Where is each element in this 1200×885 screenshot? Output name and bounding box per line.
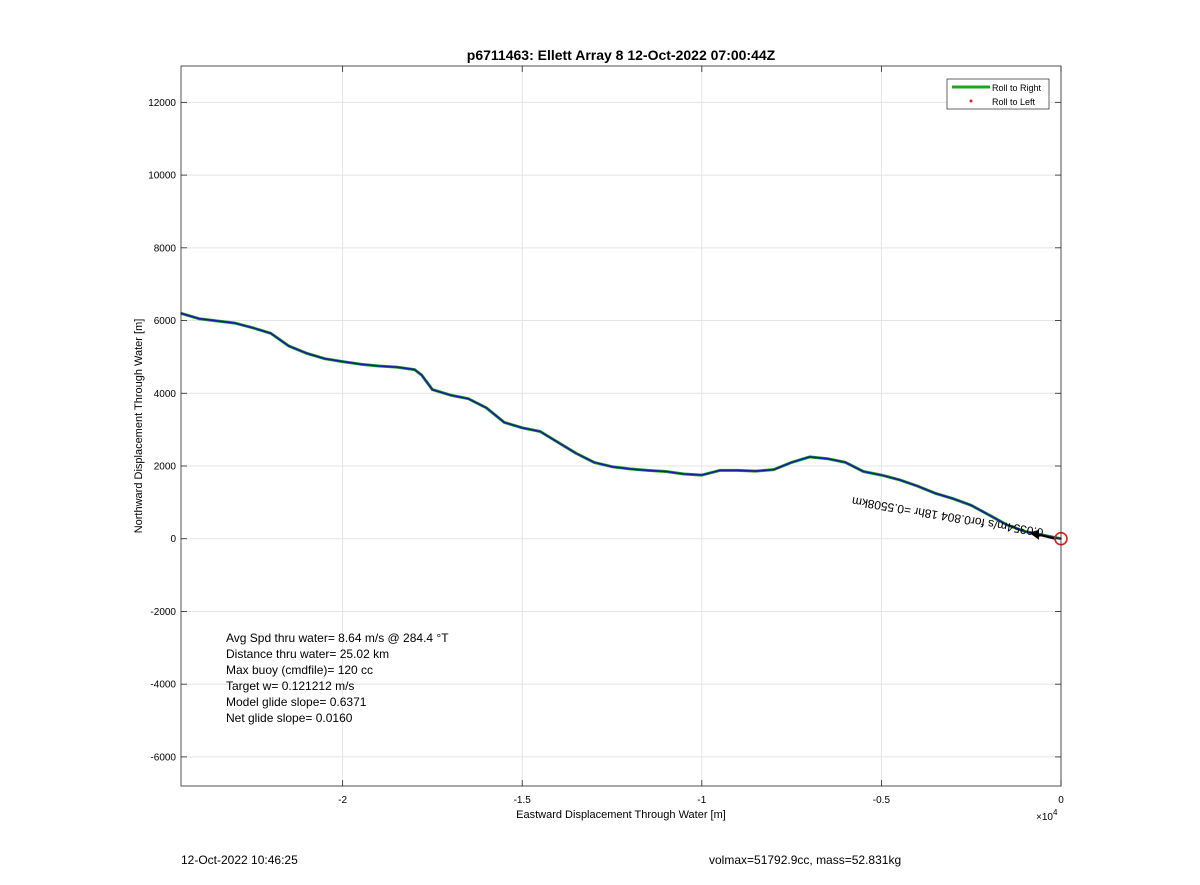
- x-tick-label: 0: [1058, 795, 1064, 806]
- y-tick-label: 10000: [148, 171, 176, 182]
- y-tick-label: -4000: [150, 680, 176, 691]
- plot-frame: [180, 65, 1062, 787]
- y-tick-label: 6000: [154, 316, 177, 327]
- y-tick-label: -2000: [150, 607, 176, 618]
- stats-line: Net glide slope= 0.0160: [226, 711, 353, 725]
- y-tick-label: 12000: [148, 98, 176, 109]
- legend-marker-roll-left: [969, 99, 973, 103]
- x-tick-label: -2: [338, 795, 347, 806]
- stats-line: Avg Spd thru water= 8.64 m/s @ 284.4 °T: [226, 631, 449, 645]
- stats-line: Target w= 0.121212 m/s: [226, 679, 354, 693]
- drift-arrow-head: [1029, 529, 1039, 540]
- y-tick-label: 0: [170, 534, 176, 545]
- x-axis-exponent-power: 4: [1053, 808, 1058, 817]
- plot-area: [181, 66, 1061, 786]
- stats-line: Max buoy (cmdfile)= 120 cc: [226, 663, 373, 677]
- y-tick-label: 4000: [154, 389, 177, 400]
- x-tick-label: -0.5: [873, 795, 891, 806]
- drift-arrow-shaft: [1038, 533, 1056, 540]
- series-layer: [180, 311, 1062, 541]
- y-axis-label: Northward Displacement Through Water [m]: [133, 319, 145, 534]
- stats-line: Model glide slope= 0.6371: [226, 695, 367, 709]
- y-tick-label: -6000: [150, 752, 176, 763]
- x-axis-label: Eastward Displacement Through Water [m]: [516, 809, 726, 821]
- stats-line: Distance thru water= 25.02 km: [226, 647, 389, 661]
- x-tick-label: -1.5: [514, 795, 532, 806]
- legend-label-roll-right: Roll to Right: [992, 83, 1042, 93]
- footer-timestamp: 12-Oct-2022 10:46:25: [181, 853, 298, 867]
- x-axis-exponent: ×104: [1036, 808, 1058, 823]
- axis-ticks: -2 -1.5 -1 -0.5 0 -6000 -4000 -2000 0 2000 4000 600…: [148, 66, 1064, 806]
- legend-box: [946, 78, 1050, 110]
- legend: Roll to Right Roll to Left: [946, 78, 1050, 110]
- stats-box: Avg Spd thru water= 8.64 m/s @ 284.4 °T …: [226, 631, 449, 725]
- glider-track-line: [180, 312, 1062, 540]
- y-tick-label: 2000: [154, 462, 177, 473]
- legend-label-roll-left: Roll to Left: [992, 97, 1036, 107]
- x-tick-label: -1: [697, 795, 706, 806]
- x-axis-exponent-base: ×10: [1036, 812, 1053, 823]
- y-tick-label: 8000: [154, 243, 177, 254]
- chart-title: p6711463: Ellett Array 8 12-Oct-2022 07:…: [467, 47, 776, 63]
- footer-volmax-mass: volmax=51792.9cc, mass=52.831kg: [709, 853, 902, 867]
